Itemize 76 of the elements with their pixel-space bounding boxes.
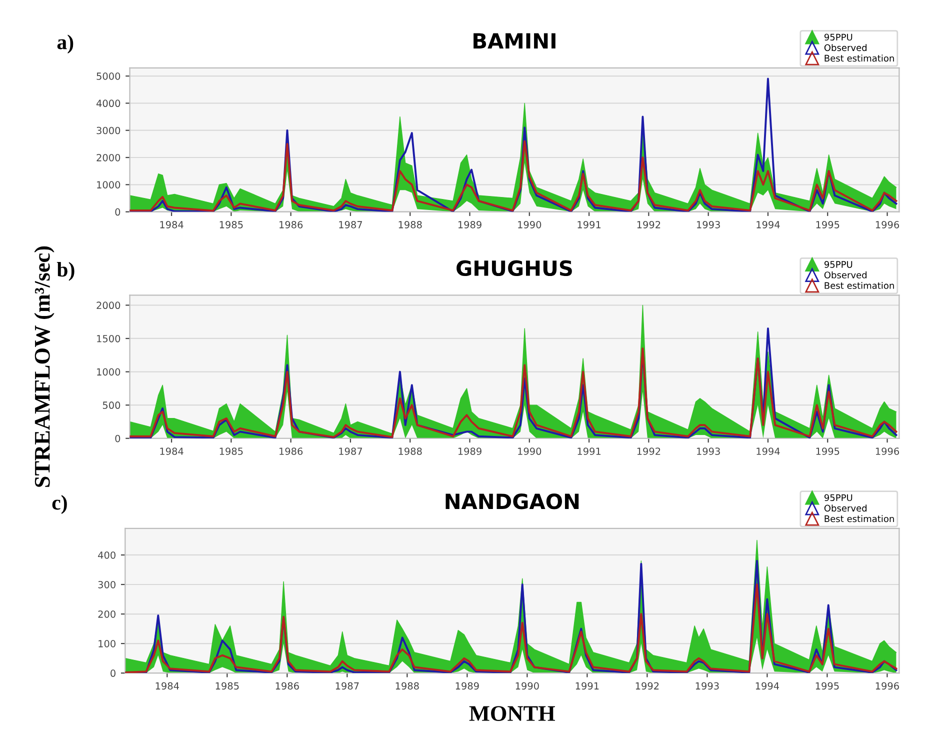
x-tick-label: 1996	[876, 221, 900, 228]
x-tick-label: 1987	[339, 448, 362, 455]
x-tick-label: 1986	[276, 682, 299, 690]
x-tick-label: 1991	[576, 682, 599, 690]
x-tick-label: 1990	[518, 448, 542, 455]
y-tick-label: 1500	[97, 334, 120, 342]
line-series	[125, 584, 898, 674]
chart-title: BAMINI	[474, 33, 556, 48]
x-tick-label: 1995	[816, 221, 840, 228]
x-tick-label: 1986	[280, 448, 303, 455]
text: b)	[56, 262, 74, 281]
legend-label: Best estimation	[824, 515, 894, 522]
x-tick-label: 1984	[160, 221, 184, 228]
x-tick-label: 1988	[398, 221, 422, 228]
x-axis-title: MONTH	[469, 706, 556, 722]
x-tick-label: 1990	[518, 221, 542, 228]
text: c)	[52, 495, 67, 514]
line-series	[130, 328, 898, 438]
y-tick-label: 0	[115, 208, 120, 216]
x-tick-label: 1996	[876, 448, 900, 455]
y-tick-label: 1000	[97, 368, 120, 376]
y-tick-label: 100	[98, 640, 116, 648]
y-tick-label: 400	[98, 551, 116, 559]
legend-label: 95PPU	[824, 34, 852, 41]
x-tick-label: 1993	[697, 221, 720, 228]
legend-label: Best estimation	[824, 282, 894, 289]
legend-label: 95PPU	[824, 494, 852, 502]
x-tick-label: 1985	[220, 448, 243, 455]
legend-label: Observed	[824, 44, 867, 52]
x-tick-label: 1984	[156, 682, 179, 690]
legend-label: 95PPU	[824, 261, 852, 268]
y-tick-label: 5000	[96, 72, 120, 80]
x-tick-label: 1989	[458, 448, 482, 455]
x-tick-label: 1993	[696, 682, 719, 690]
x-tick-label: 1992	[637, 221, 660, 228]
x-tick-label: 1995	[816, 682, 839, 690]
x-tick-label: 1991	[578, 448, 601, 455]
x-tick-label: 1989	[456, 682, 479, 690]
y-tick-label: 500	[102, 402, 120, 409]
x-tick-label: 1992	[636, 682, 659, 690]
y-tick-label: 4000	[96, 100, 120, 108]
y-tick-label: 1000	[97, 181, 120, 188]
line-series	[130, 348, 898, 438]
x-tick-label: 1989	[458, 221, 482, 228]
y-tick-label: 0	[115, 434, 120, 442]
x-tick-label: 1994	[756, 221, 780, 228]
x-tick-label: 1995	[816, 448, 840, 455]
chart-title: GHUGHUS	[456, 260, 572, 276]
chart-title: NANDGAON	[446, 494, 579, 510]
line-series	[130, 140, 898, 212]
x-tick-label: 1987	[339, 221, 362, 228]
y-tick-label: 0	[110, 670, 116, 677]
x-tick-label: 1990	[516, 682, 539, 690]
x-tick-label: 1987	[336, 682, 359, 690]
x-tick-label: 1985	[220, 221, 243, 228]
x-tick-label: 1984	[160, 448, 184, 455]
x-tick-label: 1988	[396, 682, 419, 690]
x-tick-label: 1991	[578, 221, 601, 228]
x-tick-label: 1996	[876, 682, 899, 690]
x-tick-label: 1986	[280, 221, 303, 228]
x-tick-label: 1994	[756, 682, 780, 690]
y-axis-title: STREAMFLOW (m³/sec)	[34, 246, 54, 487]
text: a)	[57, 34, 74, 54]
y-tick-label: 3000	[96, 126, 120, 134]
x-tick-label: 1988	[398, 448, 422, 455]
x-tick-label: 1992	[637, 448, 660, 455]
x-tick-label: 1993	[697, 448, 720, 455]
legend-label: Observed	[824, 504, 867, 512]
x-tick-label: 1994	[756, 448, 780, 455]
legend-label: Observed	[824, 271, 867, 278]
y-tick-label: 2000	[96, 154, 120, 162]
x-tick-label: 1985	[216, 682, 239, 690]
y-tick-label: 200	[98, 610, 116, 618]
legend-label: Best estimation	[824, 54, 894, 62]
y-tick-label: 300	[98, 580, 116, 588]
y-tick-label: 2000	[96, 302, 120, 310]
